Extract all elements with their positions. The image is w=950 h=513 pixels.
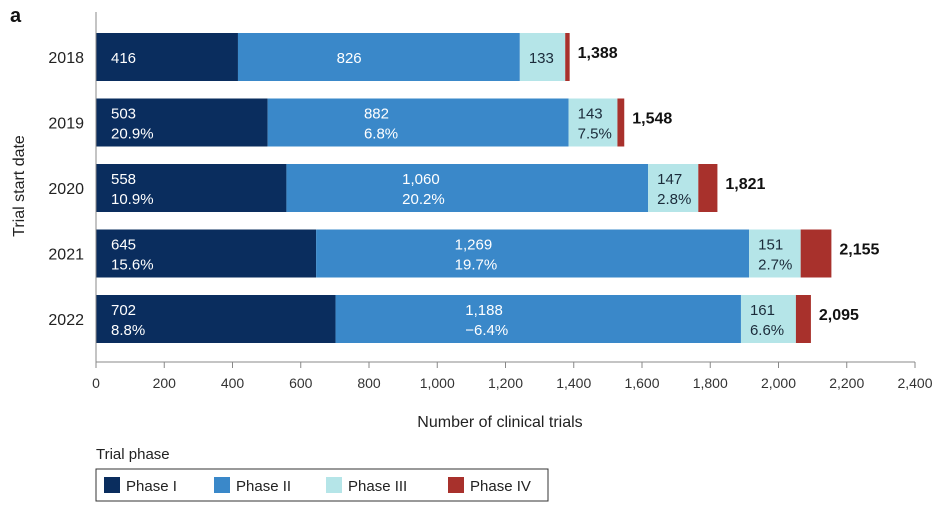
bar-segment-phase-ii	[316, 229, 750, 278]
x-tick-label: 800	[357, 375, 381, 391]
bar-segment-phase-iv	[800, 229, 832, 278]
bar-segment-phase-iv	[698, 164, 718, 212]
bar-total-label: 1,548	[632, 111, 672, 128]
bar-segment-phase-iv	[565, 33, 570, 81]
bar-change-label: −6.4%	[465, 322, 508, 339]
y-tick-label: 2021	[48, 247, 84, 264]
bar-change-label: 19.7%	[455, 257, 498, 274]
x-tick-label: 400	[221, 375, 245, 391]
bar-change-label: 6.6%	[750, 322, 784, 339]
x-tick-label: 600	[289, 375, 313, 391]
bar-change-label: 6.8%	[364, 126, 398, 143]
bar-change-label: 2.8%	[657, 191, 691, 208]
bar-value-label: 702	[111, 302, 136, 319]
bar-segment-phase-ii	[237, 33, 520, 81]
x-tick-label: 1,600	[624, 375, 659, 391]
bar-value-label: 503	[111, 106, 136, 123]
bar-value-label: 416	[111, 50, 136, 67]
y-tick-label: 2019	[48, 116, 84, 133]
bar-value-label: 1,060	[402, 171, 440, 188]
x-tick-label: 0	[92, 375, 100, 391]
legend-title: Trial phase	[96, 446, 170, 463]
bar-value-label: 558	[111, 171, 136, 188]
bar-total-label: 1,821	[725, 176, 765, 193]
bar-change-label: 7.5%	[578, 126, 612, 143]
bar-change-label: 20.2%	[402, 191, 445, 208]
bar-segment-phase-ii	[286, 164, 649, 212]
bar-value-label: 1,269	[455, 237, 493, 254]
bar-value-label: 161	[750, 302, 775, 319]
bar-segment-phase-i	[96, 98, 268, 147]
x-tick-label: 1,400	[556, 375, 591, 391]
bar-total-label: 2,095	[819, 307, 859, 324]
x-axis-title: Number of clinical trials	[417, 414, 582, 431]
x-tick-label: 200	[153, 375, 177, 391]
bar-segment-phase-i	[96, 33, 238, 81]
bar-segment-phase-iii	[519, 33, 566, 81]
bar-value-label: 143	[578, 106, 603, 123]
x-tick-label: 2,000	[761, 375, 796, 391]
panel-label: a	[10, 5, 22, 27]
y-tick-label: 2018	[48, 50, 84, 67]
bar-segment-phase-iv	[795, 295, 811, 343]
bar-value-label: 151	[758, 237, 783, 254]
x-tick-label: 2,200	[829, 375, 864, 391]
bar-change-label: 10.9%	[111, 191, 154, 208]
bar-value-label: 826	[337, 50, 362, 67]
x-tick-label: 1,800	[693, 375, 728, 391]
bar-value-label: 147	[657, 171, 682, 188]
legend-label: Phase II	[236, 478, 291, 495]
bar-segment-phase-i	[96, 229, 317, 278]
bar-segment-phase-iii	[648, 164, 699, 212]
bar-segment-phase-i	[96, 164, 287, 212]
bar-segment-phase-iv	[617, 98, 625, 147]
legend-label: Phase IV	[470, 478, 531, 495]
legend-swatch	[214, 477, 230, 493]
x-tick-label: 1,000	[420, 375, 455, 391]
bar-change-label: 2.7%	[758, 257, 792, 274]
legend-label: Phase I	[126, 478, 177, 495]
bar-value-label: 645	[111, 237, 136, 254]
legend-swatch	[326, 477, 342, 493]
legend-box	[95, 468, 549, 502]
x-tick-label: 2,400	[897, 375, 932, 391]
x-axis-ticks: 0 200 400 600 800 1,000 1,200 1,400 1,600 1,800 2,…	[92, 362, 933, 391]
legend-swatch	[448, 477, 464, 493]
y-tick-label: 2022	[48, 312, 84, 329]
bar-value-label: 1,188	[465, 302, 503, 319]
bar-segment-phase-ii	[335, 295, 741, 343]
bar-segment-phase-iii	[749, 229, 801, 278]
bar-change-label: 8.8%	[111, 322, 145, 339]
bar-total-label: 1,388	[578, 45, 618, 62]
bar-change-label: 20.9%	[111, 126, 154, 143]
bar-total-label: 2,155	[839, 242, 879, 259]
bar-segment-phase-ii	[267, 98, 569, 147]
legend-label: Phase III	[348, 478, 407, 495]
bar-change-label: 15.6%	[111, 257, 154, 274]
bars-layer: 2018 416 826 133 1,388 2019 503 20.9% 882 6.8% 143…	[48, 33, 880, 343]
bar-value-label: 882	[364, 106, 389, 123]
bar-segment-phase-iii	[740, 295, 796, 343]
legend: Phase I Phase II Phase III Phase IV	[104, 477, 531, 495]
bar-segment-phase-iii	[568, 98, 618, 147]
y-tick-label: 2020	[48, 181, 84, 198]
bar-value-label: 133	[529, 50, 554, 67]
bar-segment-phase-i	[96, 295, 336, 343]
legend-swatch	[104, 477, 120, 493]
y-axis-title: Trial start date	[11, 135, 28, 237]
x-tick-label: 1,200	[488, 375, 523, 391]
